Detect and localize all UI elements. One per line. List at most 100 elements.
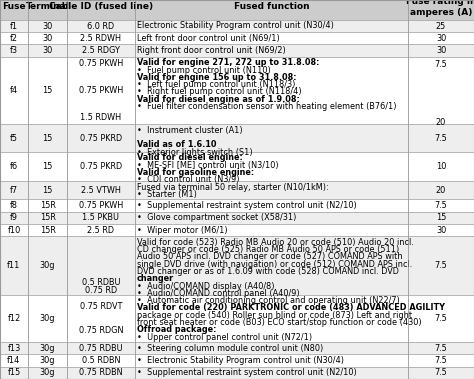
Text: Valid for code (523) Radio MB Audio 20 or code (510) Audio 20 incl.: Valid for code (523) Radio MB Audio 20 o… — [137, 238, 414, 247]
Text: f8: f8 — [10, 201, 18, 210]
Bar — [408, 124, 474, 152]
Bar — [28, 0, 67, 20]
Bar — [28, 212, 67, 224]
Bar — [135, 342, 408, 354]
Bar — [0, 367, 28, 379]
Bar — [0, 224, 28, 236]
Text: Valid for diesel engine:: Valid for diesel engine: — [137, 153, 243, 163]
Bar — [0, 124, 28, 152]
Text: 15: 15 — [436, 213, 446, 222]
Bar — [67, 199, 135, 212]
Text: front seat heater or code (B03) ECO start/stop function or code (430): front seat heater or code (B03) ECO star… — [137, 318, 422, 327]
Text: 30g: 30g — [40, 261, 55, 270]
Bar — [408, 367, 474, 379]
Text: 30: 30 — [42, 46, 53, 55]
Text: •  Audio/COMAND display (A40/8): • Audio/COMAND display (A40/8) — [137, 282, 274, 291]
Bar — [28, 236, 67, 294]
Text: •  Glove compartment socket (X58/31): • Glove compartment socket (X58/31) — [137, 213, 296, 222]
Text: Valid as of 1.6.10: Valid as of 1.6.10 — [137, 140, 217, 149]
Text: 0.75 PKWH: 0.75 PKWH — [79, 59, 123, 68]
Bar — [135, 57, 408, 124]
Text: 7.5: 7.5 — [435, 201, 447, 210]
Text: CD changer or code (525) Radio MB Audio 50 APS or code (511): CD changer or code (525) Radio MB Audio … — [137, 245, 399, 254]
Text: f2: f2 — [10, 34, 18, 43]
Bar — [0, 181, 28, 199]
Text: •  Exterior lights switch (S1): • Exterior lights switch (S1) — [137, 148, 253, 157]
Bar — [67, 57, 135, 124]
Bar — [408, 199, 474, 212]
Text: 30g: 30g — [40, 356, 55, 365]
Text: •  Steering column module control unit (N80): • Steering column module control unit (N… — [137, 344, 323, 353]
Text: •  Upper control panel control unit (N72/1): • Upper control panel control unit (N72/… — [137, 333, 312, 341]
Text: Valid for code (220) PARKTRONIC or code (483) ADVANCED AGILITY: Valid for code (220) PARKTRONIC or code … — [137, 304, 445, 312]
Text: 7.5: 7.5 — [435, 261, 447, 270]
Text: f12: f12 — [8, 314, 21, 323]
Bar — [67, 124, 135, 152]
Bar — [67, 354, 135, 367]
Bar — [67, 224, 135, 236]
Text: 30g: 30g — [40, 368, 55, 377]
Bar — [28, 294, 67, 342]
Bar — [0, 32, 28, 44]
Text: 30: 30 — [42, 22, 53, 31]
Text: Electronic Stability Program control unit (N30/4): Electronic Stability Program control uni… — [137, 22, 334, 30]
Bar — [408, 0, 474, 20]
Text: 20: 20 — [436, 118, 446, 127]
Text: •  Supplemental restraint system control unit (N2/10): • Supplemental restraint system control … — [137, 201, 357, 210]
Bar — [28, 342, 67, 354]
Bar — [28, 181, 67, 199]
Text: •  Wiper motor (M6/1): • Wiper motor (M6/1) — [137, 226, 228, 235]
Text: f15: f15 — [8, 368, 21, 377]
Text: 20: 20 — [436, 186, 446, 195]
Text: 0.75 PKRD: 0.75 PKRD — [80, 162, 122, 171]
Bar — [67, 294, 135, 342]
Text: f7: f7 — [10, 186, 18, 195]
Text: 7.5: 7.5 — [435, 133, 447, 143]
Text: 15R: 15R — [39, 213, 55, 222]
Text: •  Electronic Stability Program control unit (N30/4): • Electronic Stability Program control u… — [137, 356, 344, 365]
Text: 30: 30 — [436, 46, 446, 55]
Bar — [408, 152, 474, 181]
Text: 7.5: 7.5 — [435, 368, 447, 377]
Text: •  Left fuel pump control unit (N118/3): • Left fuel pump control unit (N118/3) — [137, 80, 295, 89]
Bar — [408, 236, 474, 294]
Text: 10: 10 — [436, 162, 446, 171]
Bar — [408, 32, 474, 44]
Text: 30: 30 — [42, 34, 53, 43]
Bar — [135, 124, 408, 152]
Text: Terminal: Terminal — [26, 2, 69, 11]
Bar — [0, 236, 28, 294]
Text: Fused via terminal 50 relay, starter (N10/1kM):: Fused via terminal 50 relay, starter (N1… — [137, 183, 329, 192]
Text: f6: f6 — [10, 162, 18, 171]
Text: 15: 15 — [42, 133, 53, 143]
Bar — [67, 20, 135, 32]
Text: f11: f11 — [7, 261, 21, 270]
Bar — [0, 20, 28, 32]
Text: 0.75 RDBU: 0.75 RDBU — [79, 344, 123, 353]
Text: 0.75 RDGN: 0.75 RDGN — [79, 326, 123, 335]
Text: 30g: 30g — [40, 314, 55, 323]
Bar — [135, 236, 408, 294]
Text: •  CDI control unit (N3/9): • CDI control unit (N3/9) — [137, 175, 239, 184]
Bar — [67, 152, 135, 181]
Text: •  Audio/COMAND control panel (A40/9): • Audio/COMAND control panel (A40/9) — [137, 289, 300, 298]
Bar — [135, 20, 408, 32]
Text: 2.5 RDWH: 2.5 RDWH — [81, 34, 121, 43]
Bar — [408, 181, 474, 199]
Text: Fuse: Fuse — [2, 2, 26, 11]
Bar — [0, 212, 28, 224]
Text: Valid for engine 271, 272 up to 31.8.08:: Valid for engine 271, 272 up to 31.8.08: — [137, 58, 319, 67]
Bar — [408, 342, 474, 354]
Text: f13: f13 — [8, 344, 21, 353]
Bar — [0, 294, 28, 342]
Text: f10: f10 — [8, 226, 21, 235]
Text: 0.75 PKWH: 0.75 PKWH — [79, 201, 123, 210]
Bar — [135, 0, 408, 20]
Bar — [28, 44, 67, 57]
Text: •  Starter (M1): • Starter (M1) — [137, 190, 197, 199]
Text: 1.5 RDWH: 1.5 RDWH — [81, 113, 121, 122]
Text: 0.75 RD: 0.75 RD — [85, 286, 117, 295]
Bar — [28, 32, 67, 44]
Text: 7.5: 7.5 — [435, 344, 447, 353]
Bar — [0, 342, 28, 354]
